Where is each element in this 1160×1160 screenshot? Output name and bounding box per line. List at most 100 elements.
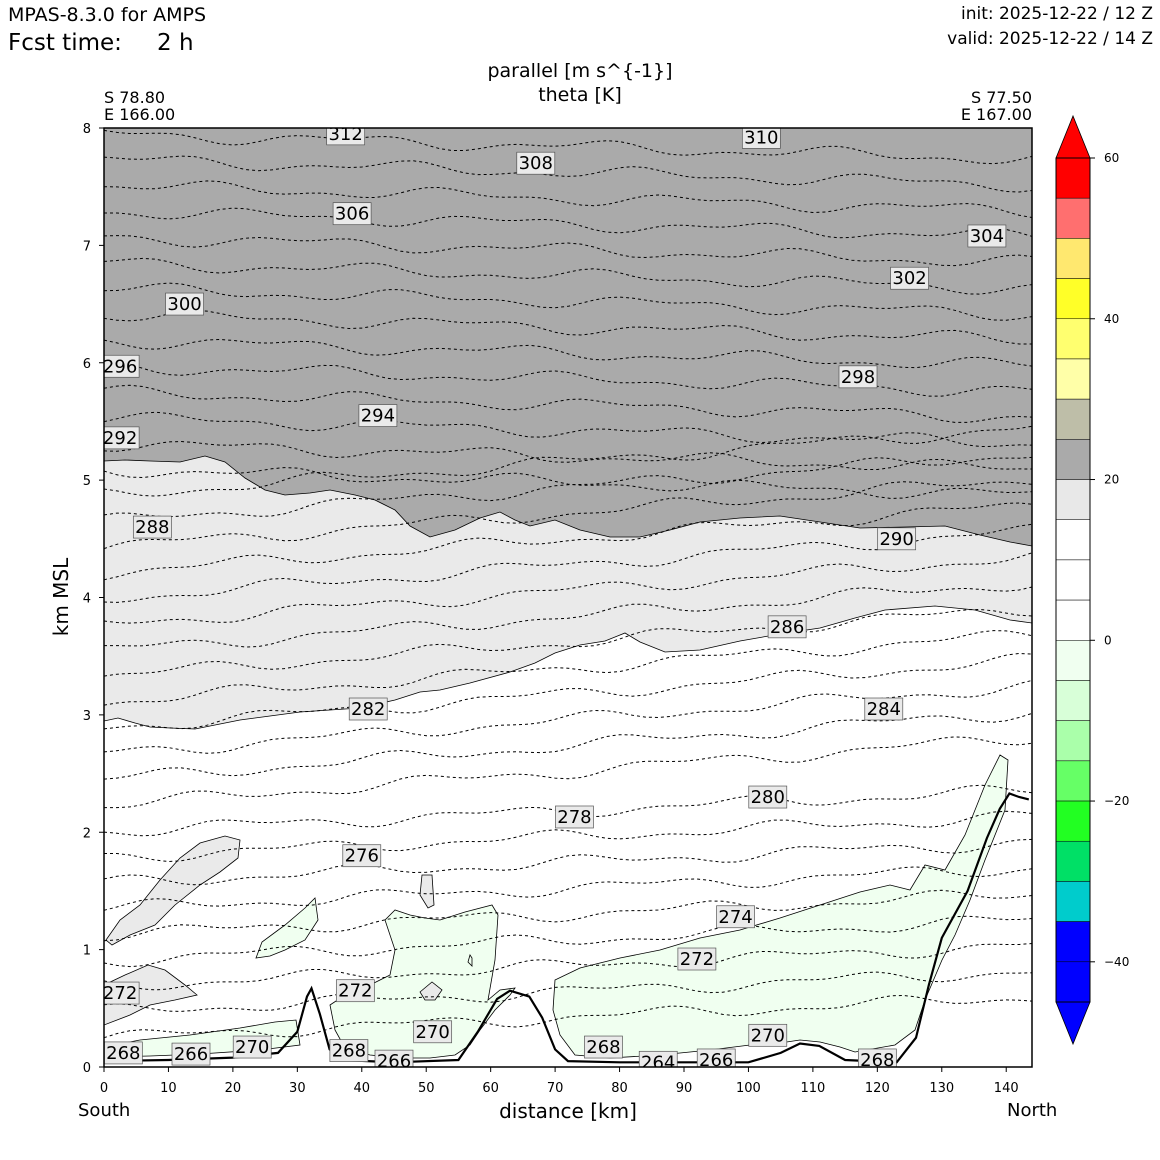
fill-small-blob-1 bbox=[419, 874, 435, 909]
x-tick-label: 110 bbox=[800, 1081, 825, 1096]
theta-label: 266 bbox=[374, 1049, 414, 1072]
theta-contour-line bbox=[104, 456, 1032, 518]
fill-small-blob-3 bbox=[467, 954, 473, 967]
theta-contour-line bbox=[104, 467, 1032, 499]
theta-label: 276 bbox=[342, 844, 382, 868]
theta-label-text: 268 bbox=[106, 1043, 140, 1064]
theta-contour-line bbox=[104, 502, 1032, 581]
forecast-time-value: 2 h bbox=[157, 30, 194, 56]
theta-label-text: 296 bbox=[103, 356, 137, 377]
colorbar-bin bbox=[1055, 479, 1091, 520]
theta-contour-line bbox=[104, 630, 1032, 706]
theta-label: 308 bbox=[516, 151, 556, 175]
theta-label: 290 bbox=[877, 527, 917, 551]
colorbar-tick-label: −40 bbox=[1104, 955, 1129, 969]
theta-label-text: 300 bbox=[167, 294, 201, 315]
init-time: init: 2025-12-22 / 12 Z bbox=[960, 4, 1153, 24]
colorbar-bin bbox=[1055, 921, 1091, 963]
north-label: North bbox=[1007, 1100, 1058, 1121]
theta-label-text: 266 bbox=[377, 1051, 411, 1072]
colorbar: 60 40 20 0 −20 −40 bbox=[1055, 114, 1129, 1046]
theta-label-box bbox=[748, 1023, 788, 1047]
theta-label: 302 bbox=[890, 266, 929, 290]
x-tick-label: 20 bbox=[225, 1081, 242, 1096]
theta-label-text: 312 bbox=[328, 124, 362, 145]
theta-label-text: 272 bbox=[103, 983, 137, 1004]
theta-label: 300 bbox=[165, 292, 204, 316]
theta-label: 282 bbox=[348, 697, 388, 721]
chart-title: parallel [m s^{-1}] bbox=[487, 60, 673, 82]
fill-small-blob-2 bbox=[419, 981, 443, 1001]
x-axis: 0 10 20 30 40 50 60 70 80 90 100 110 120 130 140 bbox=[100, 1067, 1019, 1096]
theta-label-text: 294 bbox=[361, 406, 395, 427]
colorbar-bin bbox=[1055, 358, 1091, 400]
colorbar-bin bbox=[1055, 881, 1091, 922]
theta-label: 272 bbox=[677, 947, 717, 971]
x-tick-label: 70 bbox=[547, 1081, 564, 1096]
theta-label-box bbox=[877, 527, 917, 551]
colorbar-bin bbox=[1055, 840, 1091, 882]
colorbar-bin bbox=[1055, 599, 1091, 641]
theta-label-box bbox=[967, 224, 1007, 248]
colorbar-bin bbox=[1055, 720, 1091, 762]
theta-label-text: 290 bbox=[879, 529, 913, 550]
x-tick-label: 80 bbox=[611, 1081, 628, 1096]
theta-label-box bbox=[696, 1048, 736, 1067]
section-end-lat: S 77.50 bbox=[970, 88, 1032, 107]
theta-label: 268 bbox=[329, 1039, 369, 1062]
theta-label-box bbox=[132, 515, 172, 539]
theta-label: 280 bbox=[748, 785, 788, 809]
colorbar-tick-label: −20 bbox=[1104, 794, 1129, 808]
section-end-lon: E 167.00 bbox=[960, 105, 1032, 124]
y-tick-label: 0 bbox=[83, 1061, 91, 1076]
theta-label-box bbox=[516, 151, 556, 175]
x-tick-label: 30 bbox=[289, 1081, 306, 1096]
colorbar-bin bbox=[1055, 439, 1091, 480]
fill-negative-small-left bbox=[255, 897, 319, 959]
theta-contour-line bbox=[104, 235, 1032, 267]
theta-label: 286 bbox=[767, 615, 807, 639]
theta-label: 296 bbox=[103, 354, 140, 378]
theta-label-box bbox=[716, 905, 755, 929]
theta-contour-line bbox=[104, 180, 1032, 218]
x-tick-label: 40 bbox=[354, 1081, 371, 1096]
theta-label-text: 268 bbox=[586, 1037, 620, 1058]
colorbar-bin bbox=[1055, 398, 1091, 440]
theta-label-text: 268 bbox=[332, 1041, 366, 1062]
colorbar-tick-label: 0 bbox=[1104, 633, 1112, 647]
valid-time: valid: 2025-12-22 / 14 Z bbox=[947, 29, 1153, 49]
y-axis-label: km MSL bbox=[49, 557, 73, 636]
theta-label-box bbox=[890, 266, 929, 290]
theta-contour-line bbox=[104, 736, 1032, 809]
fill-blob-left bbox=[105, 835, 241, 946]
x-tick-label: 0 bbox=[100, 1081, 108, 1096]
theta-label-text: 282 bbox=[351, 699, 385, 720]
theta-label-box bbox=[864, 697, 904, 721]
section-start-lat: S 78.80 bbox=[104, 88, 166, 107]
theta-contours bbox=[104, 129, 1032, 1039]
theta-label-text: 268 bbox=[860, 1050, 894, 1071]
theta-label: 304 bbox=[967, 224, 1007, 248]
theta-label-box bbox=[638, 1050, 678, 1067]
theta-label: 278 bbox=[555, 805, 594, 829]
theta-label: 294 bbox=[358, 404, 398, 427]
theta-label: 274 bbox=[716, 905, 755, 929]
theta-contour-line bbox=[104, 282, 1032, 321]
colorbar-bin bbox=[1055, 800, 1091, 842]
theta-label-text: 310 bbox=[744, 127, 778, 148]
theta-label: 292 bbox=[104, 426, 140, 450]
colorbar-bin bbox=[1055, 197, 1091, 239]
colorbar-bin bbox=[1055, 278, 1091, 320]
y-axis: 0 1 2 3 4 5 6 7 8 bbox=[83, 122, 104, 1076]
theta-label-box bbox=[329, 1039, 369, 1062]
theta-label-box bbox=[741, 128, 781, 149]
theta-label-box bbox=[171, 1042, 211, 1066]
theta-label-box bbox=[677, 947, 717, 971]
x-tick-label: 100 bbox=[736, 1081, 761, 1096]
theta-contour-line bbox=[104, 608, 1032, 677]
theta-contour-line bbox=[104, 257, 1032, 295]
theta-label: 312 bbox=[326, 124, 366, 146]
theta-label-text: 270 bbox=[751, 1025, 785, 1046]
theta-label-text: 286 bbox=[770, 617, 804, 638]
theta-label: 288 bbox=[132, 515, 172, 539]
